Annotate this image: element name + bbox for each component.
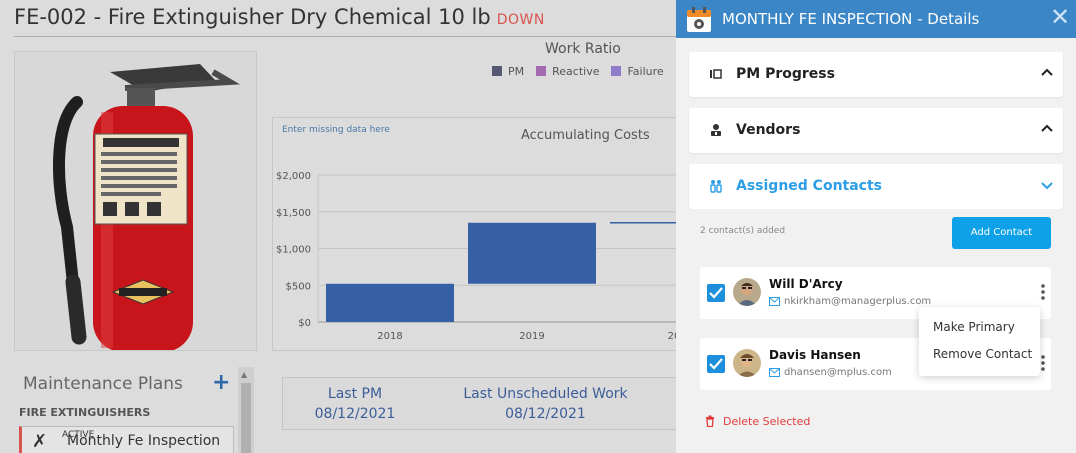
mail-icon (769, 368, 780, 377)
last-unscheduled-work-stat: Last Unscheduled Work 08/12/2021 (453, 384, 638, 424)
enter-missing-data-link[interactable]: Enter missing data here (282, 125, 390, 135)
x-tick-label: 20 (668, 331, 676, 342)
legend-swatch (611, 66, 622, 76)
y-tick-label: $0 (298, 318, 311, 329)
legend-label: PM (508, 65, 525, 78)
details-panel: MONTHLY FE INSPECTION - Details ✕ PM Pro… (676, 0, 1076, 453)
wrench-icon: ✗ (32, 431, 48, 452)
progress-icon (710, 69, 722, 79)
contact-name: Will D'Arcy (769, 277, 843, 291)
checkmark-icon (709, 287, 723, 299)
work-ratio-legend: PM Reactive Failure (492, 65, 664, 78)
title-divider (14, 36, 676, 37)
legend-swatch (536, 66, 547, 76)
legend-label: Reactive (552, 65, 600, 78)
more-options-icon[interactable] (1040, 354, 1046, 372)
section-assigned-contacts[interactable]: Assigned Contacts (689, 164, 1063, 209)
plus-icon[interactable]: + (212, 370, 231, 395)
vendor-icon (711, 124, 721, 136)
stat-label: Last Unscheduled Work (463, 386, 628, 402)
scrollbar[interactable]: ▲ (238, 367, 254, 453)
contacts-count: 2 contact(s) added (700, 226, 786, 236)
close-icon[interactable]: ✕ (1050, 3, 1071, 31)
contact-name: Davis Hansen (769, 348, 861, 362)
maintenance-plans-card: Maintenance Plans + FIRE EXTINGUISHERS ✗… (14, 367, 239, 453)
contact-email-line: nkirkham@managerplus.com (769, 296, 931, 307)
work-ratio-title: Work Ratio (545, 41, 621, 57)
avatar (733, 349, 761, 377)
cost-bar (326, 283, 454, 322)
maintenance-category: FIRE EXTINGUISHERS (19, 406, 151, 419)
y-tick-label: $2,000 (276, 171, 311, 182)
legend-item-reactive: Reactive (536, 65, 599, 78)
status-badge: DOWN (496, 12, 545, 28)
contacts-icon (710, 180, 722, 193)
calendar-gear-icon (687, 7, 711, 32)
asset-page: FE-002 - Fire Extinguisher Dry Chemical … (14, 5, 676, 453)
menu-item-make-primary[interactable]: Make Primary (933, 320, 1015, 334)
fire-extinguisher-image (15, 52, 256, 350)
trash-icon (706, 415, 714, 428)
asset-title: FE-002 - Fire Extinguisher Dry Chemical … (14, 5, 545, 29)
asset-photo (14, 51, 257, 351)
maintenance-plans-title: Maintenance Plans (23, 374, 183, 394)
stat-value: 08/12/2021 (505, 406, 586, 422)
contact-email[interactable]: nkirkham@managerplus.com (784, 296, 932, 307)
section-label: Assigned Contacts (736, 178, 883, 194)
plan-status-tag: ACTIVE (62, 430, 95, 440)
panel-title: MONTHLY FE INSPECTION - Details (722, 10, 980, 28)
legend-item-pm: PM (492, 65, 524, 78)
scroll-thumb[interactable] (241, 383, 251, 453)
section-vendors[interactable]: Vendors (689, 108, 1063, 153)
accumulating-costs-chart: Enter missing data here Accumulating Cos… (272, 117, 676, 351)
scroll-up-arrow-icon[interactable]: ▲ (241, 370, 248, 379)
contact-checkbox[interactable] (707, 355, 725, 373)
section-label: Vendors (736, 122, 801, 138)
plan-name: Monthly Fe Inspection (67, 433, 221, 449)
chart-title: Accumulating Costs (521, 128, 650, 143)
checkmark-icon (709, 358, 723, 370)
delete-selected-button[interactable]: Delete Selected (705, 415, 810, 428)
legend-item-failure: Failure (611, 65, 664, 78)
more-options-icon[interactable] (1040, 283, 1046, 301)
maintenance-plan-item[interactable]: ✗ ACTIVE Monthly Fe Inspection (19, 426, 234, 453)
mail-icon (769, 297, 780, 306)
legend-label: Failure (627, 65, 664, 78)
asset-title-text: FE-002 - Fire Extinguisher Dry Chemical … (14, 5, 491, 29)
chevron-down-icon (1041, 182, 1053, 190)
legend-swatch (492, 66, 502, 76)
chevron-up-icon (1041, 124, 1053, 132)
y-tick-label: $1,000 (276, 245, 311, 256)
last-pm-stat: Last PM 08/12/2021 (305, 384, 405, 424)
contact-email[interactable]: dhansen@mplus.com (784, 367, 892, 378)
contact-checkbox[interactable] (707, 284, 725, 302)
chevron-up-icon (1041, 68, 1053, 76)
add-contact-button[interactable]: Add Contact (952, 217, 1051, 249)
section-pm-progress[interactable]: PM Progress (689, 52, 1063, 97)
x-tick-label: 2018 (377, 331, 402, 342)
x-tick-label: 2019 (519, 331, 544, 342)
stat-value: 08/12/2021 (314, 406, 396, 422)
cost-chart-svg: $2,000 $1,500 $1,000 $500 $0 2018 2019 20 (276, 171, 676, 342)
work-stats-card: Last PM 08/12/2021 Last Unscheduled Work… (282, 377, 676, 430)
section-label: PM Progress (736, 66, 835, 82)
avatar (733, 278, 761, 306)
contact-context-menu: Make Primary Remove Contact (919, 307, 1040, 376)
panel-header: MONTHLY FE INSPECTION - Details ✕ (676, 0, 1076, 38)
stat-label: Last PM (327, 386, 383, 402)
delete-selected-label: Delete Selected (723, 415, 811, 428)
contact-email-line: dhansen@mplus.com (769, 367, 892, 378)
y-tick-label: $500 (286, 281, 311, 292)
cost-bar (468, 222, 596, 284)
menu-item-remove-contact[interactable]: Remove Contact (933, 347, 1033, 361)
y-tick-label: $1,500 (276, 208, 311, 219)
